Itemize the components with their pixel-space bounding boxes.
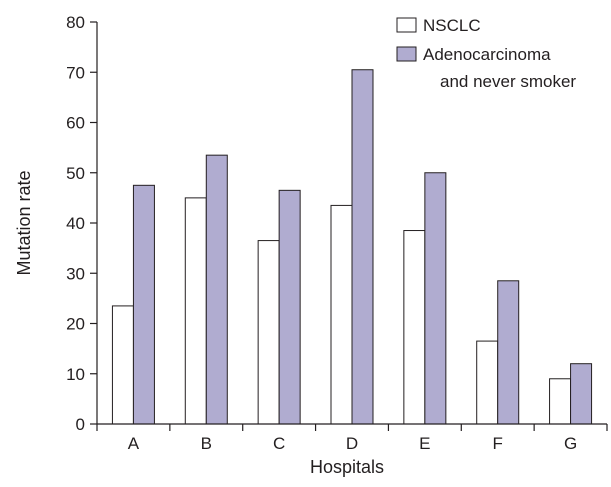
y-tick-label: 70 <box>66 63 85 82</box>
bar-adenocarcinoma-b <box>205 154 228 425</box>
bar-adenocarcinoma-g <box>570 363 593 425</box>
y-tick-label: 40 <box>66 214 85 233</box>
legend-label-adenocarcinoma-line2: and never smoker <box>440 72 576 91</box>
bars-layer <box>111 69 593 425</box>
bar-nsclc-b <box>184 197 207 425</box>
x-tick-label-d: D <box>346 434 358 453</box>
bar-nsclc-e <box>403 230 426 425</box>
bar-adenocarcinoma-d <box>351 69 374 425</box>
y-tick-label: 20 <box>66 315 85 334</box>
bar-nsclc-f <box>476 340 499 425</box>
legend-label-adenocarcinoma-line1: Adenocarcinoma <box>423 45 551 64</box>
bar-adenocarcinoma-a <box>132 184 155 425</box>
y-tick-label: 60 <box>66 114 85 133</box>
bar-nsclc-c <box>257 240 280 425</box>
x-tick-label-e: E <box>419 434 430 453</box>
bar-nsclc-d <box>330 204 353 425</box>
y-axis-ticks: 0 10 20 30 40 50 60 70 80 <box>66 13 97 434</box>
legend-label-nsclc: NSCLC <box>423 16 481 35</box>
y-axis-title: Mutation rate <box>14 170 34 275</box>
legend-swatch-nsclc <box>396 17 417 33</box>
x-tick-label-a: A <box>128 434 140 453</box>
x-tick-label-g: G <box>564 434 577 453</box>
y-tick-label: 0 <box>76 415 85 434</box>
x-tick-label-b: B <box>201 434 212 453</box>
x-axis-title: Hospitals <box>310 457 384 477</box>
bar-nsclc-g <box>549 378 572 425</box>
legend-swatch-adenocarcinoma <box>396 46 417 62</box>
legend: NSCLC Adenocarcinoma and never smoker <box>396 16 576 91</box>
x-tick-label-f: F <box>493 434 503 453</box>
bar-nsclc-a <box>111 305 134 425</box>
x-axis-ticks: A B C D E F G <box>96 424 608 453</box>
x-tick-label-c: C <box>273 434 285 453</box>
y-tick-label: 30 <box>66 264 85 283</box>
bar-adenocarcinoma-c <box>278 189 301 425</box>
y-tick-label: 10 <box>66 365 85 384</box>
y-tick-label: 50 <box>66 164 85 183</box>
bar-adenocarcinoma-f <box>497 280 520 425</box>
y-tick-label: 80 <box>66 13 85 32</box>
bar-adenocarcinoma-e <box>424 172 447 425</box>
